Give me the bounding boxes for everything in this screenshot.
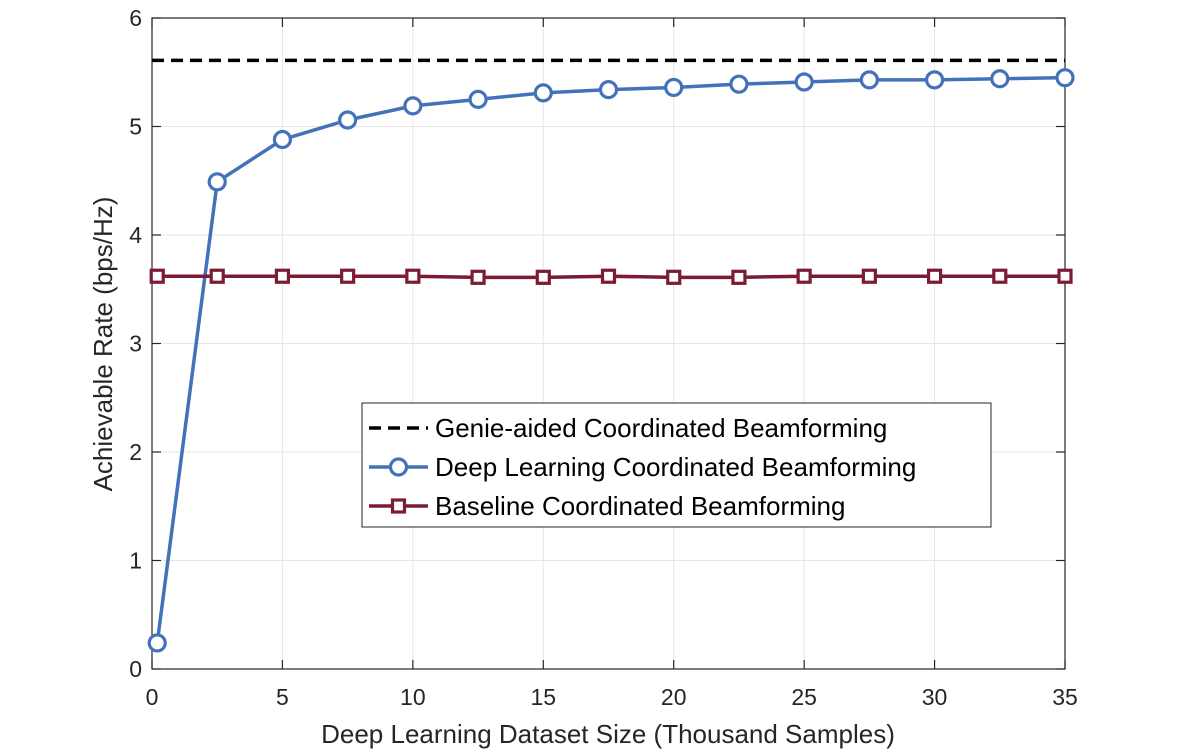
- data-point: [1055, 68, 1075, 88]
- data-point: [533, 83, 553, 103]
- legend-item: Deep Learning Coordinated Beamforming: [369, 452, 916, 482]
- series-2: [147, 68, 1075, 653]
- data-point: [468, 89, 488, 109]
- legend-marker: [388, 457, 409, 477]
- data-point: [990, 69, 1010, 89]
- series-layer: [147, 58, 1075, 653]
- legend-box: [361, 402, 992, 528]
- legend-label: Deep Learning Coordinated Beamforming: [435, 452, 916, 482]
- y-tick-label: 6: [129, 5, 142, 31]
- x-tick-label: 0: [146, 684, 159, 710]
- x-tick-label: 30: [922, 684, 948, 710]
- x-tick-label: 25: [791, 684, 817, 710]
- x-tick-label: 35: [1052, 684, 1078, 710]
- data-point: [794, 72, 814, 92]
- y-tick-label: 0: [129, 656, 142, 682]
- data-point: [729, 74, 749, 94]
- data-point: [209, 268, 225, 284]
- legend-label: Genie-aided Coordinated Beamforming: [435, 413, 887, 443]
- data-point: [600, 268, 617, 284]
- legend-item: Genie-aided Coordinated Beamforming: [369, 413, 887, 443]
- legend-label: Baseline Coordinated Beamforming: [435, 491, 845, 521]
- x-axis-label: Deep Learning Dataset Size (Thousand Sam…: [321, 719, 895, 749]
- grid: [152, 18, 1065, 669]
- data-point: [470, 269, 486, 285]
- data-point: [664, 77, 684, 98]
- data-point: [403, 96, 423, 116]
- data-point: [666, 269, 682, 285]
- legend-marker: [390, 498, 407, 514]
- data-point: [924, 70, 945, 90]
- y-tick-label: 4: [129, 222, 142, 248]
- y-tick-label: 5: [129, 114, 142, 140]
- data-point: [340, 268, 356, 284]
- ticks: 0 5 10 15 20 25 30 35 0 1 2 3 4 5 6: [129, 5, 1078, 710]
- data-point: [405, 268, 421, 284]
- x-tick-label: 5: [276, 684, 289, 710]
- y-tick-label: 3: [129, 331, 142, 357]
- data-point: [274, 268, 291, 284]
- data-point: [207, 172, 227, 192]
- data-point: [1057, 268, 1073, 284]
- y-axis-label: Achievable Rate (bps/Hz): [88, 197, 118, 492]
- series-3: [149, 268, 1073, 285]
- legend-item: Baseline Coordinated Beamforming: [369, 491, 845, 521]
- data-point: [598, 80, 619, 100]
- data-point: [992, 268, 1008, 284]
- data-point: [859, 70, 879, 90]
- legend-items: Genie-aided Coordinated Beamforming Deep …: [369, 413, 916, 521]
- legend: Genie-aided Coordinated Beamforming Deep …: [361, 402, 992, 528]
- data-point: [926, 268, 943, 284]
- data-point: [272, 129, 293, 150]
- y-tick-label: 1: [129, 548, 142, 574]
- data-point: [731, 269, 747, 285]
- data-point: [861, 268, 877, 284]
- x-tick-label: 20: [661, 684, 687, 710]
- data-point: [147, 633, 167, 653]
- data-point: [796, 268, 812, 284]
- x-tick-label: 10: [400, 684, 426, 710]
- x-tick-label: 15: [530, 684, 556, 710]
- data-point: [535, 269, 551, 285]
- data-point: [338, 110, 358, 130]
- data-point: [149, 268, 165, 284]
- y-tick-label: 2: [129, 439, 142, 465]
